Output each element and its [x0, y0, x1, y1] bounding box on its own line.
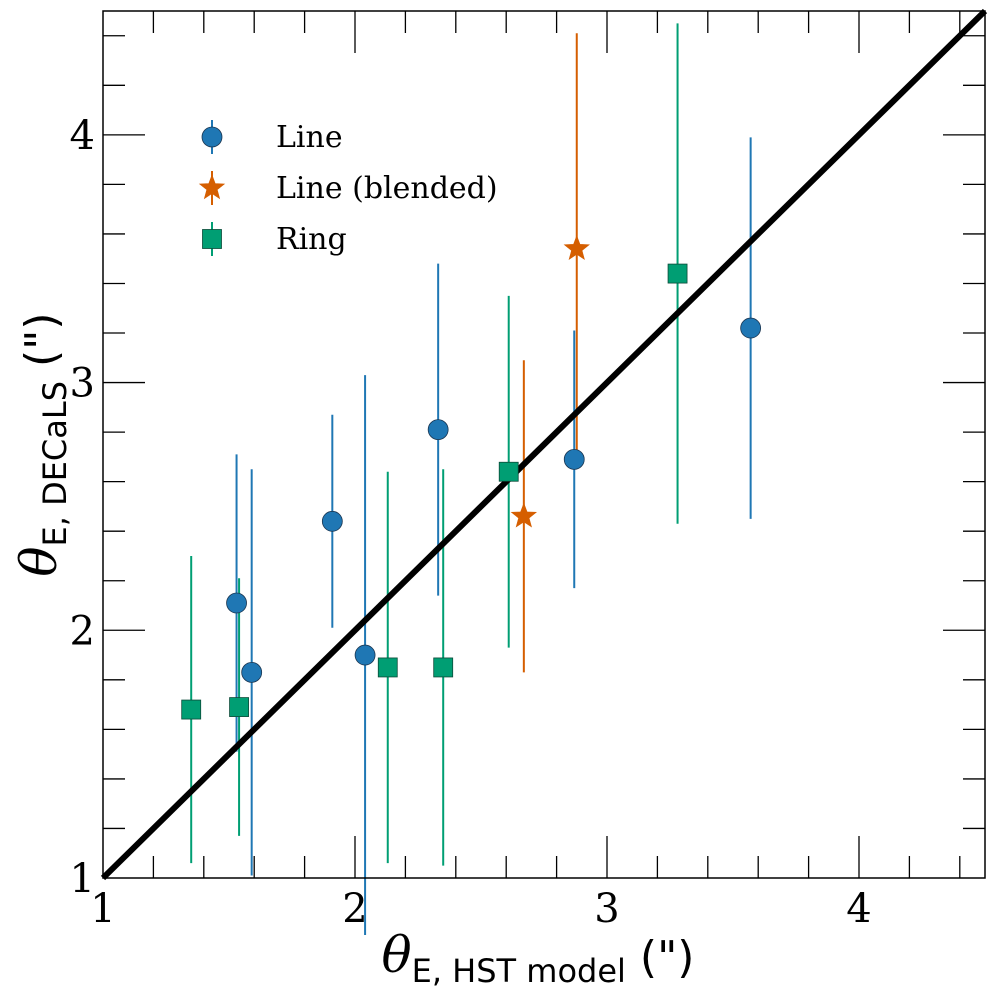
y-axis-label: θE, DECaLS (") — [10, 312, 74, 576]
y-tick-label: 4 — [70, 113, 95, 159]
legend-item: Line (blended) — [198, 171, 498, 206]
x-tick-label: 1 — [90, 886, 115, 932]
square-marker — [667, 263, 688, 284]
legend-circle-marker — [201, 126, 223, 148]
x-axis-label: θE, HST model (") — [382, 926, 695, 990]
legend: Line Line (blended) Ring — [198, 120, 498, 257]
legend-label: Line (blended) — [276, 171, 498, 206]
plot-area — [100, 8, 988, 935]
x-tick-label: 3 — [594, 886, 619, 932]
star-marker — [563, 234, 590, 261]
y-axis-label-subscript: E, DECaLS — [36, 381, 74, 547]
legend-label: Ring — [276, 222, 347, 257]
legend-label: Line — [276, 120, 343, 155]
x-axis-label-unit: (") — [640, 932, 695, 983]
square-marker — [229, 697, 249, 717]
axes: 1 2 3 4 1 2 3 4 — [70, 10, 986, 932]
x-axis-label-subscript: E, HST model — [412, 952, 626, 990]
circle-marker — [563, 448, 585, 470]
square-marker — [498, 461, 519, 482]
legend-star-marker — [198, 174, 226, 200]
circle-marker — [226, 592, 247, 614]
legend-square-marker — [202, 229, 222, 249]
square-marker — [377, 657, 398, 678]
legend-item: Ring — [202, 222, 347, 257]
circle-marker — [427, 419, 449, 441]
square-marker — [181, 699, 202, 720]
star-marker — [510, 502, 538, 528]
axis-labels: θE, HST model (") θE, DECaLS(") — [10, 312, 694, 990]
circle-marker — [241, 661, 263, 683]
x-tick-label: 2 — [342, 886, 367, 932]
y-axis-label-unit: (") — [16, 312, 67, 367]
one-to-one-line — [100, 8, 988, 881]
legend-item: Line — [201, 120, 343, 155]
circle-marker — [321, 510, 343, 532]
x-axis-label-symbol: θ — [382, 926, 412, 984]
y-tick-label: 2 — [70, 608, 95, 654]
circle-marker — [740, 317, 762, 339]
y-tick-label: 3 — [70, 361, 95, 407]
x-tick-label: 4 — [846, 886, 871, 932]
plot-frame — [102, 10, 986, 879]
square-marker — [433, 657, 454, 678]
y-axis-label-symbol: θ — [10, 546, 68, 576]
y-tick-label: 1 — [70, 856, 95, 902]
circle-marker — [354, 644, 376, 666]
